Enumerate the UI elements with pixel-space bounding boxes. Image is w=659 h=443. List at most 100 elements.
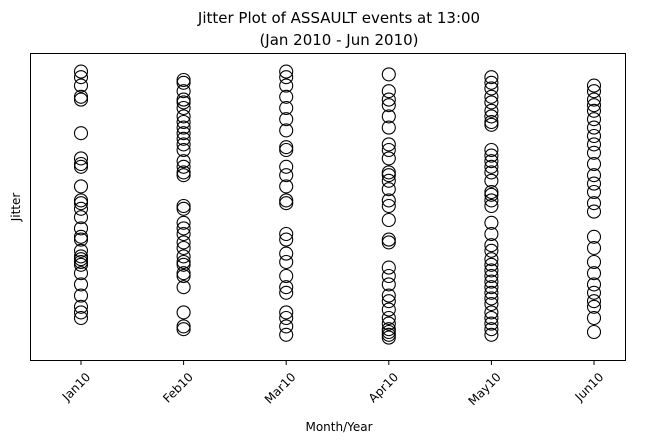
data-point <box>381 302 396 317</box>
data-point <box>586 229 602 244</box>
data-point <box>484 159 499 174</box>
data-point <box>484 238 499 253</box>
data-point <box>484 310 499 326</box>
data-point <box>279 78 294 93</box>
data-point <box>279 179 294 194</box>
data-point <box>73 201 89 216</box>
data-point <box>586 204 602 219</box>
data-point <box>586 145 602 160</box>
data-point <box>381 182 396 197</box>
data-point <box>279 123 294 138</box>
data-point <box>279 246 294 261</box>
data-point <box>279 193 294 208</box>
data-point <box>484 285 499 300</box>
data-point <box>73 221 89 236</box>
data-point <box>381 235 396 250</box>
data-point <box>73 257 89 272</box>
data-point <box>381 268 396 284</box>
data-point <box>176 198 191 214</box>
data-point <box>586 294 602 309</box>
data-point <box>484 103 499 118</box>
x-tick-label: Feb10 <box>160 370 196 406</box>
chart-title: Jitter Plot of ASSAULT events at 13:00 <box>197 9 480 27</box>
x-tick-label: May10 <box>466 370 504 408</box>
data-point <box>279 280 294 295</box>
data-point <box>176 75 191 90</box>
data-point <box>586 78 602 93</box>
data-point <box>279 168 294 183</box>
data-point <box>73 156 89 172</box>
data-point <box>176 84 191 99</box>
data-point <box>484 257 499 272</box>
data-point <box>484 226 499 242</box>
data-point <box>484 268 499 284</box>
data-point <box>586 240 602 256</box>
data-point <box>73 196 89 211</box>
data-point <box>176 72 191 88</box>
plot-frame <box>30 53 626 361</box>
data-point <box>73 92 89 107</box>
data-point <box>73 252 89 267</box>
data-point <box>176 168 191 183</box>
data-point <box>73 232 89 247</box>
data-point <box>586 196 602 211</box>
data-point <box>586 310 602 326</box>
data-point <box>586 277 602 292</box>
data-point <box>176 305 191 320</box>
data-point <box>381 288 396 303</box>
data-point <box>484 142 499 158</box>
data-point <box>381 310 396 326</box>
data-point <box>176 319 191 334</box>
data-point <box>484 109 499 124</box>
data-point <box>73 277 89 292</box>
data-point <box>381 67 396 82</box>
data-point <box>586 84 602 99</box>
data-point <box>73 229 89 244</box>
data-point <box>381 142 396 158</box>
data-point <box>586 168 602 183</box>
data-point <box>484 173 499 188</box>
data-point <box>381 330 396 345</box>
data-point <box>176 280 191 295</box>
x-tick-label: Jan10 <box>59 370 93 404</box>
data-point <box>176 95 191 110</box>
data-point <box>484 70 499 85</box>
data-point <box>381 92 396 107</box>
data-point <box>73 249 89 264</box>
points-layer <box>73 64 602 345</box>
data-point <box>586 266 602 281</box>
data-point <box>176 137 191 152</box>
data-point <box>73 288 89 303</box>
data-point <box>484 291 499 306</box>
data-point <box>484 263 499 278</box>
data-point <box>73 299 89 314</box>
data-point <box>73 126 89 141</box>
data-point <box>484 75 499 90</box>
data-point <box>73 78 89 93</box>
data-point <box>381 212 396 228</box>
data-point <box>484 280 499 295</box>
data-point <box>381 294 396 309</box>
data-point <box>586 285 602 300</box>
data-point <box>176 322 191 337</box>
data-point <box>176 266 191 281</box>
data-point <box>176 165 191 180</box>
data-point <box>381 120 396 135</box>
data-point <box>73 64 89 79</box>
data-point <box>381 84 396 99</box>
data-point <box>279 196 294 211</box>
data-point <box>279 64 294 79</box>
data-point <box>484 89 499 104</box>
data-point <box>484 274 499 289</box>
data-point <box>484 252 499 267</box>
data-point <box>381 277 396 292</box>
data-point <box>586 156 602 172</box>
data-point <box>176 120 191 135</box>
data-point <box>484 296 499 312</box>
data-point <box>279 254 294 270</box>
data-point <box>279 70 294 85</box>
data-point <box>586 176 602 191</box>
data-point <box>484 184 499 200</box>
data-point <box>279 305 294 320</box>
